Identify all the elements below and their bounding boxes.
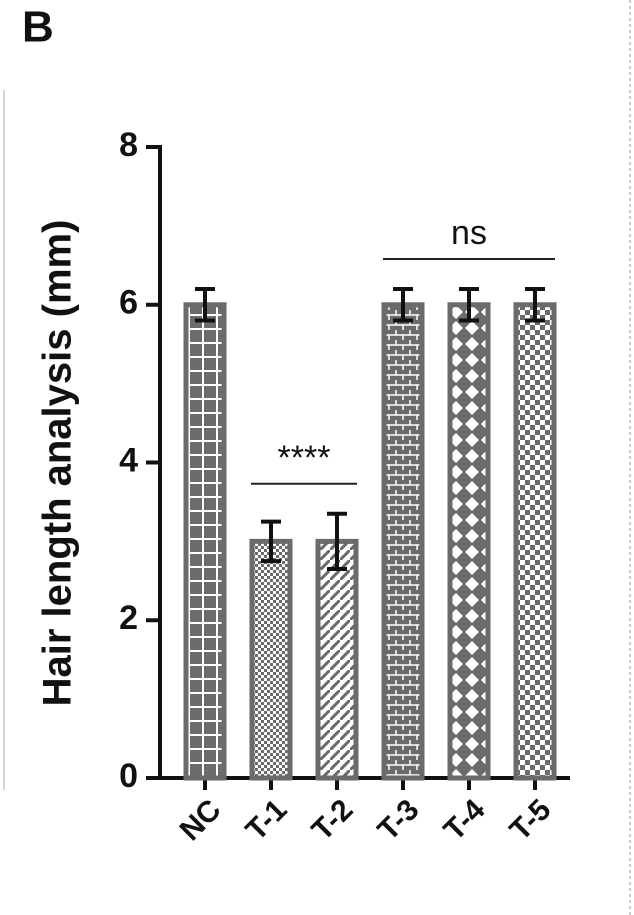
panel-label: B xyxy=(22,3,54,52)
bar xyxy=(249,538,293,781)
y-tick-label: 2 xyxy=(119,599,138,637)
x-tick-label: T-1 xyxy=(240,793,294,847)
y-axis-label: Hair length analysis (mm) xyxy=(36,220,80,707)
x-tick-label: T-5 xyxy=(504,793,558,847)
x-tick-label: T-2 xyxy=(306,793,360,847)
bar xyxy=(183,302,227,781)
y-tick-label: 0 xyxy=(119,757,138,795)
x-tick-label: T-4 xyxy=(438,793,492,847)
bar xyxy=(447,302,491,781)
significance-label: **** xyxy=(278,439,331,477)
x-tick-label: T-3 xyxy=(372,793,426,847)
y-tick-label: 8 xyxy=(119,126,138,164)
significance-label: ns xyxy=(451,214,487,252)
bar xyxy=(513,302,557,781)
bar xyxy=(315,538,359,781)
y-tick-label: 6 xyxy=(119,284,138,322)
bar xyxy=(381,302,425,781)
y-tick-label: 4 xyxy=(119,441,138,479)
x-tick-label: NC xyxy=(174,793,228,847)
